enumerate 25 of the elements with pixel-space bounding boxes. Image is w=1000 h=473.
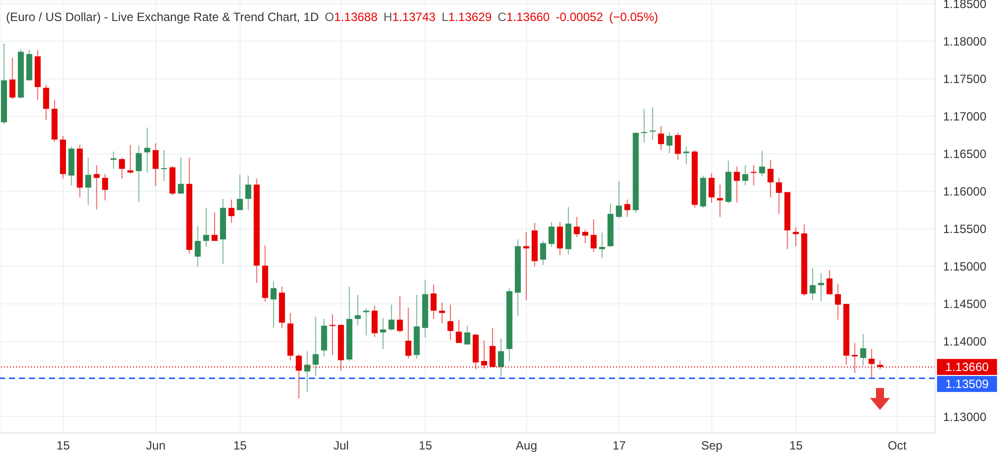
y-tick-label: 1.17500 (943, 72, 987, 86)
y-tick-label: 1.17000 (943, 110, 987, 124)
ref-line-label: 1.13660 (945, 360, 990, 374)
y-tick-label: 1.18000 (943, 34, 987, 49)
x-tick-label: 15 (789, 438, 804, 453)
x-tick-label: Aug (516, 438, 538, 453)
x-tick-label: Oct (888, 438, 908, 453)
x-tick-label: 15 (233, 438, 248, 453)
x-tick-label: 15 (56, 438, 70, 453)
y-tick-label: 1.15000 (943, 260, 987, 274)
y-tick-label: 1.16000 (943, 184, 987, 199)
ref-line-label: 1.13509 (945, 376, 990, 391)
x-tick-label: 15 (418, 438, 432, 453)
y-tick-label: 1.18500 (943, 0, 987, 12)
y-tick-label: 1.15500 (943, 222, 987, 236)
text: (Euro / US Dollar) - Live Exchange Rate & Trend Chart, 1D (6, 10, 319, 24)
text: O1.13688 H1.13743 L1.13629 C1.13660 -0.00052 (−0.05%) (324, 10, 658, 24)
y-tick-label: 1.16500 (943, 147, 987, 162)
y-tick-label: 1.14000 (943, 334, 987, 349)
y-tick-label: 1.13000 (943, 410, 987, 424)
x-tick-label: Jul (333, 438, 349, 453)
x-tick-label: Sep (701, 438, 723, 453)
y-tick-label: 1.14500 (943, 297, 987, 312)
x-tick-label: Jun (146, 438, 166, 453)
x-tick-label: 17 (612, 438, 626, 453)
